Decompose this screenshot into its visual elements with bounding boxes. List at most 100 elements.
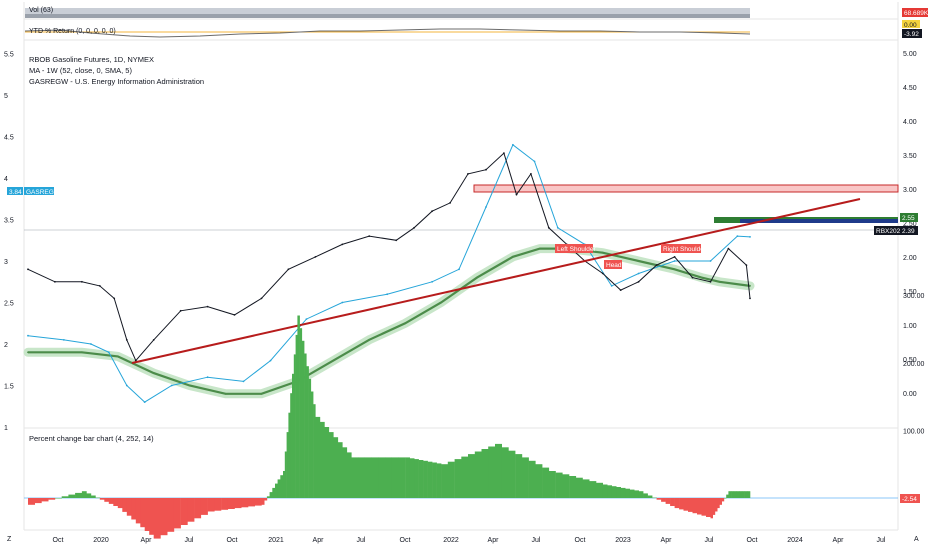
pct-bar bbox=[728, 491, 732, 498]
pct-badge-bg bbox=[900, 494, 920, 503]
ytd-badge-a: 0.00 bbox=[904, 22, 917, 29]
pct-bar bbox=[113, 498, 119, 506]
series-point bbox=[341, 243, 344, 246]
right-axis-tick: 2.00 bbox=[903, 255, 917, 262]
series-point bbox=[533, 160, 536, 163]
pct-bar bbox=[423, 460, 428, 498]
resistance-zone bbox=[473, 184, 899, 193]
series-point bbox=[745, 264, 748, 266]
right-axis-tick: 0.00 bbox=[903, 391, 917, 398]
time-axis-label: Jul bbox=[532, 537, 541, 544]
pct-bar bbox=[701, 498, 707, 516]
pct-bar bbox=[602, 484, 608, 498]
series-point bbox=[206, 305, 209, 308]
series-point bbox=[206, 376, 209, 379]
series-point bbox=[125, 339, 128, 341]
pct-bar bbox=[661, 498, 666, 502]
pct-bar bbox=[634, 490, 639, 498]
series-point bbox=[655, 264, 658, 266]
pct-bar bbox=[638, 491, 644, 498]
right-axis-tick: 0.50 bbox=[903, 357, 917, 364]
pct-bar bbox=[234, 498, 242, 509]
pct-bar bbox=[288, 412, 291, 498]
pct-bar bbox=[269, 492, 273, 498]
left-price-axis: 5.5 5 4.5 4 3.5 3 2.5 2 1.5 1 bbox=[4, 52, 14, 433]
series-point bbox=[619, 289, 622, 291]
pct-bar bbox=[207, 498, 215, 512]
time-axis-label: Jul bbox=[705, 537, 714, 544]
pct-bar bbox=[414, 459, 419, 498]
pct-bar bbox=[254, 498, 262, 506]
pct-bar bbox=[582, 479, 590, 498]
right-axis-tick: 4.00 bbox=[903, 119, 917, 126]
pct-bar bbox=[160, 498, 168, 536]
time-axis-label: Jul bbox=[185, 537, 194, 544]
pct-bar bbox=[719, 498, 722, 505]
pct-bar bbox=[721, 498, 725, 502]
rbx-name-badge: RBX2023 bbox=[876, 228, 904, 235]
corner-right: A bbox=[914, 536, 919, 543]
series-point bbox=[512, 255, 514, 258]
pct-bar bbox=[364, 457, 372, 498]
pct-series bbox=[28, 315, 751, 539]
pct-bar bbox=[405, 457, 410, 498]
series-point bbox=[556, 226, 559, 229]
series-point bbox=[152, 339, 155, 341]
right-axis-tick: 1.00 bbox=[903, 323, 917, 330]
pct-bar bbox=[575, 477, 583, 498]
pct-bar bbox=[284, 451, 287, 498]
series-point bbox=[314, 256, 317, 258]
left-shoulder-tag bbox=[555, 244, 593, 253]
pct-bar bbox=[521, 457, 529, 498]
series-point bbox=[718, 280, 721, 283]
series-point bbox=[673, 268, 676, 271]
pct-bar bbox=[153, 498, 161, 539]
series-line bbox=[27, 144, 751, 403]
pct-bar bbox=[358, 457, 365, 498]
series-point bbox=[515, 193, 518, 196]
pct-bar bbox=[333, 437, 339, 498]
pct-bar bbox=[173, 498, 181, 529]
pct-bar bbox=[726, 494, 729, 498]
pct-bar bbox=[293, 354, 296, 498]
pct-bar bbox=[488, 446, 496, 498]
pct-badge: -2.54 bbox=[902, 496, 917, 503]
volume-title: Vol (63) bbox=[29, 7, 53, 14]
right-axis-tick: 3.00 bbox=[903, 187, 917, 194]
pct-bar bbox=[283, 471, 286, 498]
pct-bar bbox=[454, 459, 462, 498]
series-point bbox=[709, 280, 712, 283]
series-point bbox=[341, 301, 344, 304]
rbx-name-badge-bg bbox=[874, 226, 900, 235]
series-point bbox=[530, 173, 532, 175]
left-axis-tick: 2 bbox=[4, 342, 8, 349]
pct-bar bbox=[441, 464, 449, 498]
series-point bbox=[242, 380, 245, 383]
time-axis-label: 2022 bbox=[443, 537, 459, 544]
series-point bbox=[467, 173, 469, 175]
corner-left: Z bbox=[7, 536, 12, 543]
pct-bar bbox=[104, 498, 110, 502]
left-axis-tick: 3.5 bbox=[4, 218, 14, 225]
gas-legend: GASREGW - U.S. Energy Information Admini… bbox=[29, 77, 204, 86]
pct-bar bbox=[308, 378, 312, 498]
pct-bar bbox=[371, 457, 379, 498]
series-point bbox=[332, 359, 335, 362]
pct-bar bbox=[261, 498, 265, 505]
series-point bbox=[27, 351, 29, 354]
pct-bar bbox=[736, 491, 740, 498]
right-axis-tick: 3.50 bbox=[903, 153, 917, 160]
pct-bar bbox=[508, 450, 516, 498]
pct-bar bbox=[28, 498, 35, 505]
pct-bar bbox=[149, 498, 154, 535]
right-axis-tick: 1.50 bbox=[903, 289, 917, 296]
pct-bar bbox=[295, 334, 298, 498]
left-shoulder-label: Left Shoulder bbox=[557, 246, 597, 253]
pct-bar bbox=[418, 460, 424, 498]
pct-bar bbox=[706, 498, 711, 517]
series-point bbox=[179, 309, 182, 312]
pct-bar bbox=[692, 498, 698, 514]
pct-bar bbox=[616, 487, 621, 498]
blue-band bbox=[740, 219, 898, 223]
